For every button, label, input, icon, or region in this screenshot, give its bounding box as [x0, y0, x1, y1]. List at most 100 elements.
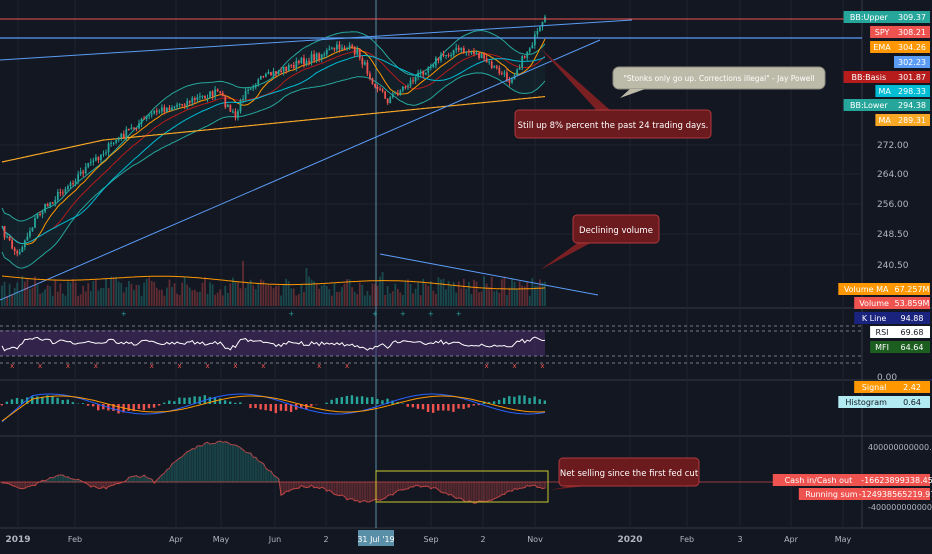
macd-histogram-bar — [513, 397, 515, 404]
volume-bar — [399, 293, 401, 306]
candle-body — [72, 183, 74, 184]
price-label-value: 289.31 — [898, 116, 926, 125]
macd-histogram-bar — [138, 404, 140, 409]
volume-bar — [450, 286, 452, 306]
macd-histogram-bar — [158, 404, 160, 406]
candle-body — [445, 55, 447, 56]
candle-body — [366, 62, 368, 73]
time-axis-tick: 3 — [737, 535, 742, 544]
candle-body — [295, 61, 297, 68]
candle-body — [24, 240, 26, 247]
candle-body — [275, 71, 277, 74]
volume-bar — [250, 280, 252, 306]
candle-body — [143, 119, 145, 120]
volume-bar — [369, 295, 371, 306]
volume-bar — [39, 294, 41, 306]
flow-area — [181, 457, 183, 483]
candle-body — [209, 91, 211, 98]
flow-area — [59, 475, 61, 483]
volume-bar — [290, 288, 292, 306]
flow-area — [240, 448, 242, 483]
candle-body — [138, 123, 140, 128]
time-axis-tick: 2020 — [617, 535, 642, 545]
volume-bar — [131, 284, 133, 306]
candle-body — [82, 172, 84, 174]
candle-body — [156, 111, 158, 112]
candle-body — [49, 202, 51, 206]
flow-area — [379, 482, 381, 501]
macd-histogram-bar — [92, 404, 94, 406]
volume-bar — [100, 288, 102, 306]
candle-body — [120, 134, 122, 138]
candle-body — [199, 96, 201, 97]
volume-bar — [110, 277, 112, 306]
volume-bar — [9, 284, 11, 306]
volume-bar — [504, 276, 506, 306]
flow-area — [168, 468, 170, 482]
candle-body — [387, 98, 389, 103]
candle-body — [455, 48, 457, 50]
signal-marker: x — [345, 362, 349, 370]
candle-body — [250, 88, 252, 89]
candle-body — [207, 98, 209, 99]
candle-body — [219, 91, 221, 93]
volume-bar — [405, 281, 407, 306]
macd-histogram-bar — [361, 396, 363, 404]
flow-area — [341, 482, 343, 496]
macd-histogram-bar — [457, 404, 459, 409]
macd-histogram-bar — [178, 398, 180, 404]
volume-bar — [181, 283, 183, 306]
macd-histogram-bar — [270, 404, 272, 411]
candle-body — [313, 54, 315, 60]
volume-bar — [539, 279, 541, 306]
flow-area — [371, 482, 373, 501]
flow-area — [445, 482, 447, 493]
macd-histogram-bar — [422, 404, 424, 409]
volume-bar — [506, 295, 508, 306]
flow-area — [496, 482, 498, 498]
candle-body — [262, 76, 264, 77]
macd-histogram-bar — [148, 404, 150, 408]
flow-area — [506, 482, 508, 492]
flow-area — [389, 482, 391, 495]
volume-bar — [486, 283, 488, 306]
macd-histogram-bar — [61, 400, 63, 404]
candle-body — [438, 58, 440, 60]
flow-area — [166, 470, 168, 483]
candle-body — [227, 105, 229, 107]
volume-bar — [422, 279, 424, 306]
candle-body — [212, 91, 214, 96]
volume-bar — [171, 287, 173, 306]
candle-body — [465, 51, 467, 52]
volume-bar — [265, 285, 267, 306]
volume-bar — [151, 281, 153, 306]
candle-body — [349, 45, 351, 48]
volume-bar — [460, 289, 462, 306]
volume-bar — [306, 268, 308, 306]
candle-body — [519, 68, 521, 70]
candle-body — [346, 48, 348, 49]
volume-bar — [471, 294, 473, 306]
macd-histogram-bar — [16, 398, 18, 404]
volume-bar — [435, 294, 437, 306]
volume-bar — [415, 289, 417, 306]
volume-bar — [273, 288, 275, 306]
volume-bar — [321, 285, 323, 306]
macd-histogram-bar — [117, 404, 119, 413]
volume-bar — [242, 261, 244, 306]
volume-bar — [161, 290, 163, 306]
candle-body — [232, 111, 234, 112]
volume-bar — [316, 284, 318, 306]
signal-marker: x — [261, 362, 265, 370]
volume-bar — [19, 293, 21, 306]
volume-bar — [191, 290, 193, 306]
candle-body — [468, 51, 470, 52]
volume-bar — [237, 282, 239, 306]
volume-bar — [24, 282, 26, 306]
flow-area — [204, 443, 206, 482]
macd-histogram-bar — [447, 404, 449, 411]
macd-histogram-bar — [72, 402, 74, 404]
candle-body — [255, 85, 257, 88]
